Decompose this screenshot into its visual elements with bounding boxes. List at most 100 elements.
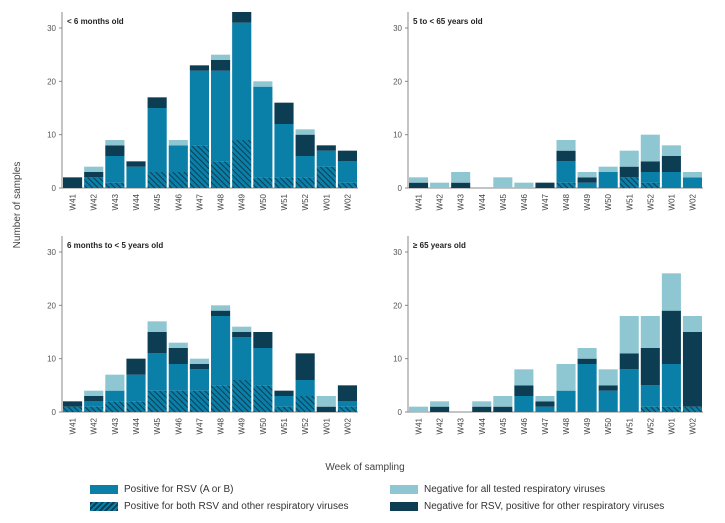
x-tick-label: W51 xyxy=(280,193,289,210)
bar-segment-rsv xyxy=(535,406,555,412)
x-tick-label: W41 xyxy=(415,193,424,210)
y-tick-label: 0 xyxy=(398,184,403,193)
bar-segment-neg xyxy=(682,172,702,178)
bar-segment-other xyxy=(451,182,471,188)
bar-segment-neg xyxy=(211,305,231,311)
bar-segment-other xyxy=(63,177,83,188)
bar-segment-neg xyxy=(105,374,125,391)
x-tick-label: W44 xyxy=(132,193,141,210)
bar-segment-rsv xyxy=(211,70,231,162)
bar-segment-other xyxy=(63,401,83,407)
bar-segment-rsv xyxy=(337,161,357,183)
bar-segment-neg xyxy=(598,369,618,386)
x-tick-label: W49 xyxy=(238,417,247,434)
bar-segment-other xyxy=(682,332,702,407)
x-tick-label: W02 xyxy=(688,417,697,434)
bar-segment-neg xyxy=(168,140,188,146)
x-tick-label: W47 xyxy=(195,193,204,210)
x-tick-label: W52 xyxy=(301,193,310,210)
bar-segment-other xyxy=(232,332,252,338)
bar-segment-other xyxy=(598,385,618,391)
bar-segment-neg xyxy=(253,81,273,87)
bar-segment-rsv xyxy=(556,161,576,183)
bar-segment-other xyxy=(577,358,597,364)
x-axis-title: Week of sampling xyxy=(325,462,404,473)
y-tick-label: 30 xyxy=(47,248,56,257)
y-tick-label: 10 xyxy=(393,131,402,140)
bar-segment-other xyxy=(211,60,231,71)
y-tick-label: 30 xyxy=(393,248,402,257)
bar-segment-neg xyxy=(472,401,492,407)
x-tick-label: W42 xyxy=(90,417,99,434)
bar-segment-neg xyxy=(316,396,336,407)
bar-segment-neg xyxy=(493,177,513,188)
bar-segment-rsv xyxy=(126,374,146,402)
bar-segment-other xyxy=(274,102,294,124)
bar-segment-rsv xyxy=(619,369,639,412)
legend-item-neg: Negative for all tested respiratory viru… xyxy=(390,484,605,495)
bar-segment-rsv xyxy=(232,22,252,141)
bar-segment-both xyxy=(211,161,231,188)
x-tick-label: W48 xyxy=(562,193,571,210)
bar-segment-rsv xyxy=(514,396,534,412)
bar-segment-other xyxy=(295,353,315,380)
bar-segment-both xyxy=(274,177,294,188)
bar-segment-both xyxy=(682,406,702,412)
bar-segment-other xyxy=(493,406,513,412)
legend-label-both: Positive for both RSV and other respirat… xyxy=(124,501,349,512)
panel-title: < 6 months old xyxy=(67,17,124,26)
bar-segment-both xyxy=(189,145,209,188)
bar-segment-other xyxy=(640,161,660,172)
bar-segment-other xyxy=(189,364,209,370)
bar-segment-neg xyxy=(168,342,188,348)
x-tick-label: W50 xyxy=(259,417,268,434)
y-tick-label: 30 xyxy=(393,24,402,33)
bar-segment-both xyxy=(556,182,576,188)
x-tick-label: W51 xyxy=(625,417,634,434)
bar-segment-other xyxy=(640,348,660,386)
x-tick-label: W49 xyxy=(583,193,592,210)
bar-segment-rsv xyxy=(126,166,146,188)
y-tick-label: 10 xyxy=(47,131,56,140)
bar-segment-neg xyxy=(295,129,315,135)
bar-segment-rsv xyxy=(598,172,618,188)
bar-segment-rsv xyxy=(640,172,660,183)
x-tick-label: W51 xyxy=(280,417,289,434)
bar-segment-other xyxy=(274,390,294,396)
bar-segment-rsv xyxy=(105,390,125,402)
bar-segment-other xyxy=(472,406,492,412)
x-tick-label: W41 xyxy=(415,417,424,434)
x-tick-label: W01 xyxy=(322,193,331,210)
legend-swatch-rsv xyxy=(90,485,118,494)
bar-segment-neg xyxy=(640,316,660,348)
bar-segment-rsv xyxy=(253,86,273,178)
bar-segment-both xyxy=(84,406,104,412)
x-tick-label: W45 xyxy=(499,193,508,210)
bar-segment-both xyxy=(105,401,125,412)
x-tick-label: W50 xyxy=(604,193,613,210)
bar-segment-neg xyxy=(105,140,125,146)
bar-segment-rsv xyxy=(168,364,188,391)
bar-segment-both xyxy=(189,390,209,412)
bar-segment-both xyxy=(337,406,357,412)
bar-segment-neg xyxy=(577,348,597,359)
bar-segment-rsv xyxy=(556,390,576,412)
bar-segment-rsv xyxy=(577,182,597,188)
bar-segment-both xyxy=(147,172,167,188)
bar-segment-neg xyxy=(682,316,702,332)
x-tick-label: W50 xyxy=(259,193,268,210)
panel-2: 0 10 20 30 5 to < 65 years old W41 W42 W43 W44 W4… xyxy=(393,12,703,210)
x-tick-label: W48 xyxy=(562,417,571,434)
bar-segment-neg xyxy=(661,145,681,156)
y-tick-label: 30 xyxy=(47,24,56,33)
bar-segment-rsv xyxy=(661,364,681,407)
bar-segment-other xyxy=(316,406,336,412)
legend-swatch-neg xyxy=(390,485,418,494)
bar-segment-rsv xyxy=(84,401,104,407)
bar-segment-other xyxy=(337,150,357,162)
bar-segment-neg xyxy=(493,396,513,407)
bar-segment-other xyxy=(105,145,125,156)
panel-1: 0 10 20 30 < 6 months old W41 W42 W43 W44 W45 W46 W… xyxy=(47,12,358,210)
x-tick-label: W01 xyxy=(667,193,676,210)
x-tick-label: W48 xyxy=(217,417,226,434)
